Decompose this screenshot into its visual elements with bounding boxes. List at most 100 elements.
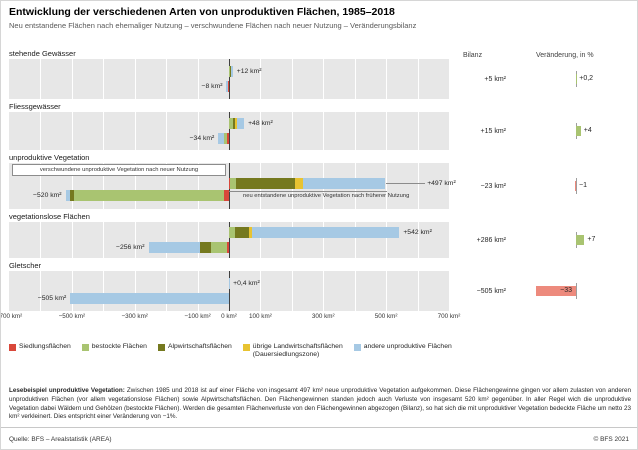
chart-row: stehende Gewässer +12 km² −8 km² +5 km² +0,2 (9, 48, 637, 99)
change-value-label: +7 (587, 236, 596, 243)
gain-value-label: +0,4 km² (233, 280, 260, 287)
loss-bar (70, 293, 229, 304)
copyright-note: © BFS 2021 (593, 436, 629, 443)
change-cell: +0,2 (534, 59, 634, 99)
bar-segment-and (148, 242, 201, 253)
bar-segment-alp (70, 190, 75, 201)
category-label: stehende Gewässer (9, 49, 76, 58)
bar-segment-and (251, 227, 400, 238)
gridline (103, 163, 105, 209)
change-cell: +7 (534, 222, 634, 258)
gridline (71, 112, 73, 150)
gridline (197, 222, 199, 258)
row-body: +542 km² −256 km² +286 km² +7 (9, 222, 637, 258)
gridline (166, 163, 168, 209)
gridline (40, 59, 42, 99)
gridline (197, 271, 199, 311)
gridline (197, 59, 199, 99)
loss-value-label: −8 km² (201, 83, 223, 90)
bar-segment-alp (235, 227, 250, 238)
change-bar-negative (574, 181, 576, 191)
bar-segment-bes (211, 242, 228, 253)
change-value-label: +0,2 (579, 75, 594, 82)
bar-segment-sie (228, 81, 229, 92)
x-tick-label: 700 km² (437, 313, 461, 320)
legend-label: Alpwirtschaftsflächen (167, 343, 232, 350)
bar-segment-and (303, 178, 386, 189)
change-cell: +4 (534, 112, 634, 150)
gain-value-label: +48 km² (248, 120, 273, 127)
category-label: Fliessgewässer (9, 102, 61, 111)
change-bar-positive (576, 126, 581, 136)
gridline (40, 163, 42, 209)
bar-segment-and (230, 66, 233, 77)
gridline (166, 59, 168, 99)
gridline (323, 112, 325, 150)
gridline (103, 222, 105, 258)
reading-example: Lesebeispiel unproduktive Vegetation: Zw… (9, 387, 631, 422)
gridline (354, 59, 356, 99)
bar-segment-and (65, 190, 71, 201)
legend-item: Siedlungsflächen (9, 343, 71, 351)
bar-segment-bes (229, 118, 233, 129)
gridline (354, 222, 356, 258)
bilanz-value: −505 km² (476, 287, 506, 295)
gain-bar (229, 227, 400, 238)
gridline (354, 112, 356, 150)
gridline (291, 112, 293, 150)
x-tick-label: 500 km² (374, 313, 398, 320)
gridline (354, 271, 356, 311)
x-axis: −700 km² −500 km² −300 km² −100 km² 0 km² 100… (1, 313, 460, 323)
bar-segment-bes (227, 81, 229, 92)
change-zero-line (576, 178, 577, 194)
gridline (134, 271, 136, 311)
chart-rows: stehende Gewässer +12 km² −8 km² +5 km² +0,2… (9, 48, 637, 313)
bar-segment-sie (227, 242, 229, 253)
category-label: vegetationslose Flächen (9, 212, 90, 221)
annotation-loss-box: verschwundene unproduktive Vegetation na… (12, 164, 226, 176)
gridline (197, 163, 199, 209)
x-tick-label: −300 km² (121, 313, 148, 320)
bilanz-value: −23 km² (480, 182, 506, 190)
reading-example-lead: Lesebeispiel unproduktive Vegetation: (9, 387, 125, 394)
bar-segment-alp (200, 242, 212, 253)
legend-label: andere unproduktive Flächen (363, 343, 452, 350)
gridline (103, 271, 105, 311)
bilanz-value: +5 km² (484, 75, 506, 83)
page-subtitle: Neu entstandene Flächen nach ehemaliger … (9, 21, 417, 30)
legend-label: bestockte Flächen (91, 343, 147, 350)
gridline (386, 163, 388, 209)
row-body: +48 km² −34 km² +15 km² +4 (9, 112, 637, 150)
gridline (134, 163, 136, 209)
gridline (260, 59, 262, 99)
bar-segment-sie (224, 190, 229, 201)
gridline (71, 271, 73, 311)
gridline (417, 112, 419, 150)
change-zero-line (576, 71, 577, 87)
loss-value-label: −505 km² (37, 295, 67, 302)
gridline (166, 271, 168, 311)
zero-line (229, 222, 230, 258)
legend-item: andere unproduktive Flächen (353, 343, 452, 351)
bar-segment-bes (229, 66, 231, 77)
x-tick-label: −500 km² (58, 313, 86, 320)
gridline (417, 222, 419, 258)
change-cell: −1 (534, 163, 634, 209)
gridline (291, 271, 293, 311)
bar-segment-bes (74, 190, 225, 201)
bar-segment-bes (229, 227, 236, 238)
gridline (291, 59, 293, 99)
category-label: Gletscher (9, 261, 42, 270)
bar-segment-alp (232, 118, 236, 129)
legend-swatch-bes (81, 344, 89, 351)
bar-segment-and (218, 133, 224, 144)
loss-value-label: −520 km² (33, 192, 62, 199)
gridline (103, 59, 105, 99)
bar-segment-alp (236, 178, 295, 189)
gridline (71, 59, 73, 99)
loss-bar (218, 133, 229, 144)
column-header-change: Veränderung, in % (536, 52, 594, 59)
chart-row: unproduktive Vegetation +497 km² −520 km² v… (9, 152, 637, 209)
chart-row: Fliessgewässer +48 km² −34 km² +15 km² +4 (9, 101, 637, 150)
gain-value-label: +497 km² (427, 180, 456, 187)
